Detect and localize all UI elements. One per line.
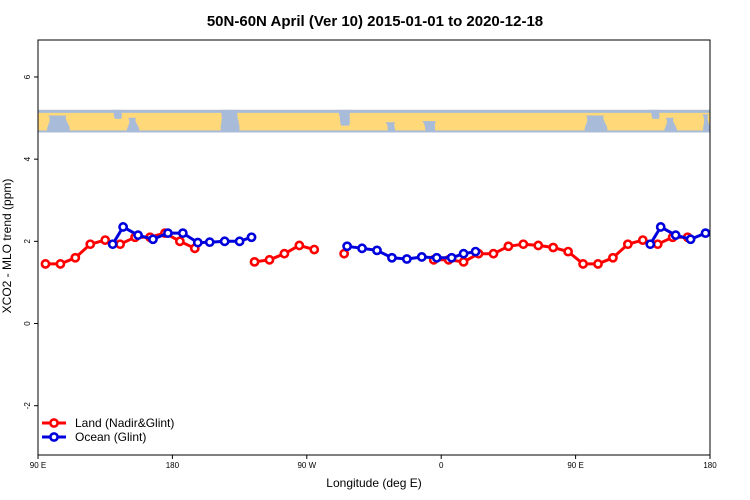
map-band: [38, 109, 710, 133]
data-point-land: [279, 248, 290, 259]
data-point-ocean: [118, 222, 129, 232]
data-point-land: [608, 252, 618, 263]
data-point-ocean: [446, 252, 457, 263]
data-point-ocean: [234, 236, 245, 247]
data-point-land: [174, 236, 185, 247]
data-point-ocean: [458, 248, 469, 259]
data-point-land: [40, 259, 51, 269]
data-point-land: [593, 259, 603, 269]
data-point-land: [488, 248, 499, 259]
data-point-land: [85, 239, 96, 250]
data-point-land: [652, 239, 663, 250]
series-ocean: [107, 222, 711, 264]
legend-label-ocean: Ocean (Glint): [75, 430, 146, 444]
y-tick-label: 4: [23, 156, 32, 161]
legend-marker-ocean: [49, 432, 59, 442]
data-point-land: [294, 240, 305, 251]
data-point-ocean: [431, 252, 442, 263]
data-point-ocean: [670, 230, 681, 241]
data-point-ocean: [219, 236, 230, 247]
data-point-land: [533, 240, 544, 251]
x-axis: 90 E 180 90 W 0 90 E 180: [30, 455, 717, 470]
data-point-land: [70, 252, 81, 263]
data-point-ocean: [342, 241, 353, 252]
x-tick-label: 180: [166, 461, 180, 470]
data-point-land: [622, 239, 633, 250]
legend-label-land: Land (Nadir&Glint): [75, 416, 174, 430]
map-ocean-shape: [47, 115, 70, 132]
map-ocean-shape: [584, 115, 608, 132]
map-ocean-shape: [126, 117, 140, 133]
data-point-land: [563, 246, 574, 257]
data-point-ocean: [416, 252, 427, 262]
data-point-land: [458, 256, 469, 267]
data-point-land: [100, 235, 111, 246]
data-point-ocean: [192, 237, 203, 248]
y-axis: -2 0 2 4 6: [23, 74, 38, 409]
data-point-ocean: [177, 228, 188, 239]
data-point-land: [264, 254, 275, 265]
legend: Land (Nadir&Glint)Ocean (Glint): [42, 416, 174, 444]
data-point-ocean: [204, 237, 215, 248]
data-point-land: [637, 235, 648, 246]
data-point-land: [55, 259, 66, 269]
data-point-ocean: [655, 222, 666, 232]
chart-title: 50N-60N April (Ver 10) 2015-01-01 to 202…: [207, 13, 543, 30]
data-point-ocean: [372, 245, 382, 256]
series-line-ocean: [346, 244, 476, 261]
y-axis-label: XCO2 - MLO trend (ppm): [0, 179, 14, 314]
x-tick-label: 90 E: [30, 461, 46, 470]
map-ocean-shape: [422, 121, 437, 133]
legend-marker-land: [49, 418, 59, 428]
data-point-land: [578, 259, 588, 269]
data-point-ocean: [685, 234, 696, 245]
map-land-band: [38, 109, 710, 133]
data-point-land: [249, 256, 260, 267]
map-ocean-edge: [38, 130, 710, 133]
x-tick-label: 90 E: [567, 461, 583, 470]
data-point-land: [503, 241, 514, 252]
data-point-ocean: [387, 252, 397, 263]
map-ocean-shape: [385, 122, 396, 133]
x-tick-label: 90 W: [297, 461, 316, 470]
plot-frame: [37, 39, 711, 456]
data-point-land: [309, 244, 320, 255]
data-point-ocean: [133, 230, 143, 241]
data-point-land: [115, 239, 126, 250]
data-point-ocean: [401, 254, 412, 264]
data-point-ocean: [357, 243, 367, 254]
data-point-ocean: [470, 246, 481, 257]
map-ocean-edge: [38, 109, 710, 113]
map-ocean-shape: [702, 114, 710, 133]
x-axis-label: Longitude (deg E): [326, 476, 421, 490]
map-ocean-shape: [220, 109, 240, 133]
y-tick-label: 2: [23, 239, 32, 244]
data-point-land: [548, 242, 559, 253]
series-layer: [40, 222, 711, 269]
data-point-ocean: [645, 239, 656, 250]
data-point-ocean: [163, 228, 173, 239]
x-tick-label: 0: [439, 461, 444, 470]
x-tick-label: 180: [703, 461, 717, 470]
data-point-land: [518, 239, 529, 250]
data-point-ocean: [107, 239, 118, 250]
y-tick-label: 6: [23, 74, 32, 79]
data-point-ocean: [148, 234, 158, 245]
map-ocean-shape: [664, 117, 678, 133]
data-point-ocean: [246, 232, 257, 243]
y-tick-label: -2: [23, 402, 32, 410]
data-point-ocean: [700, 228, 711, 239]
y-tick-label: 0: [23, 321, 32, 326]
map-ocean-shape: [337, 109, 352, 126]
